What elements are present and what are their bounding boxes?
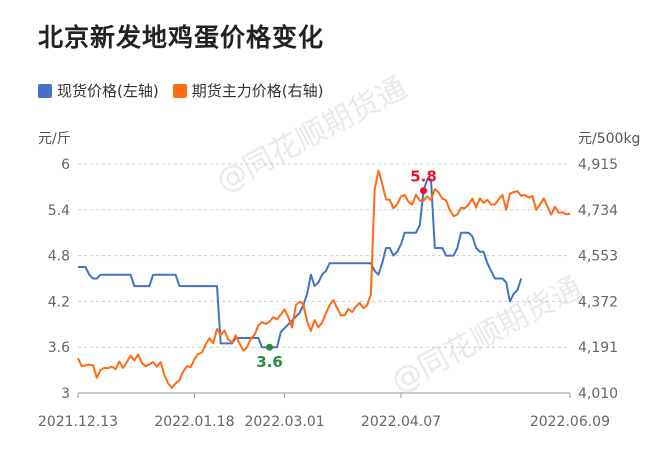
futures-price-line <box>77 169 571 389</box>
annotations: 5.8 3.6 <box>256 168 437 371</box>
left-tick-label: 6 <box>61 157 70 173</box>
right-tick-label: 4,372 <box>578 294 618 310</box>
grid-lines <box>78 163 570 348</box>
left-axis-labels: 3 3.6 4.2 4.8 5.4 6 <box>48 157 70 402</box>
right-axis-unit: 元/500kg <box>578 131 641 147</box>
x-tick-label: 2022.06.09 <box>530 414 610 430</box>
spot-price-line <box>78 178 523 349</box>
legend: 现货价格(左轴) 期货主力价格(右轴) <box>38 80 337 101</box>
right-tick-label: 4,010 <box>578 386 618 402</box>
left-tick-label: 3.6 <box>48 340 70 356</box>
right-tick-label: 4,553 <box>578 249 618 265</box>
legend-swatch-spot <box>38 83 52 98</box>
max-point-label: 5.8 <box>410 168 437 186</box>
left-tick-label: 4.2 <box>48 294 70 310</box>
left-axis-unit: 元/斤 <box>38 131 71 147</box>
series-lines <box>77 169 571 389</box>
x-tick-label: 2022.04.07 <box>361 414 441 430</box>
legend-swatch-futures <box>172 83 187 98</box>
x-tick-label: 2022.03.01 <box>244 414 324 430</box>
legend-item-spot[interactable]: 现货价格(左轴) <box>38 80 159 101</box>
left-tick-label: 3 <box>61 386 70 402</box>
left-tick-label: 4.8 <box>48 249 70 265</box>
right-axis-labels: 4,010 4,191 4,372 4,553 4,734 4,915 <box>578 157 618 402</box>
x-tick-label: 2021.12.13 <box>38 414 118 430</box>
left-tick-label: 5.4 <box>48 203 70 219</box>
min-point-marker <box>266 343 274 351</box>
legend-label-futures: 期货主力价格(右轴) <box>191 82 324 100</box>
chart-title: 北京新发地鸡蛋价格变化 <box>38 23 325 52</box>
right-tick-label: 4,734 <box>578 203 618 219</box>
x-axis: 2021.12.13 2022.01.18 2022.03.01 2022.04.07… <box>38 392 610 430</box>
max-point-marker <box>420 187 428 195</box>
right-tick-label: 4,915 <box>578 157 618 173</box>
min-point-label: 3.6 <box>256 353 283 371</box>
x-tick-label: 2022.01.18 <box>154 414 234 430</box>
legend-item-futures[interactable]: 期货主力价格(右轴) <box>172 80 324 101</box>
legend-label-spot: 现货价格(左轴) <box>57 82 159 100</box>
right-tick-label: 4,191 <box>578 340 618 356</box>
